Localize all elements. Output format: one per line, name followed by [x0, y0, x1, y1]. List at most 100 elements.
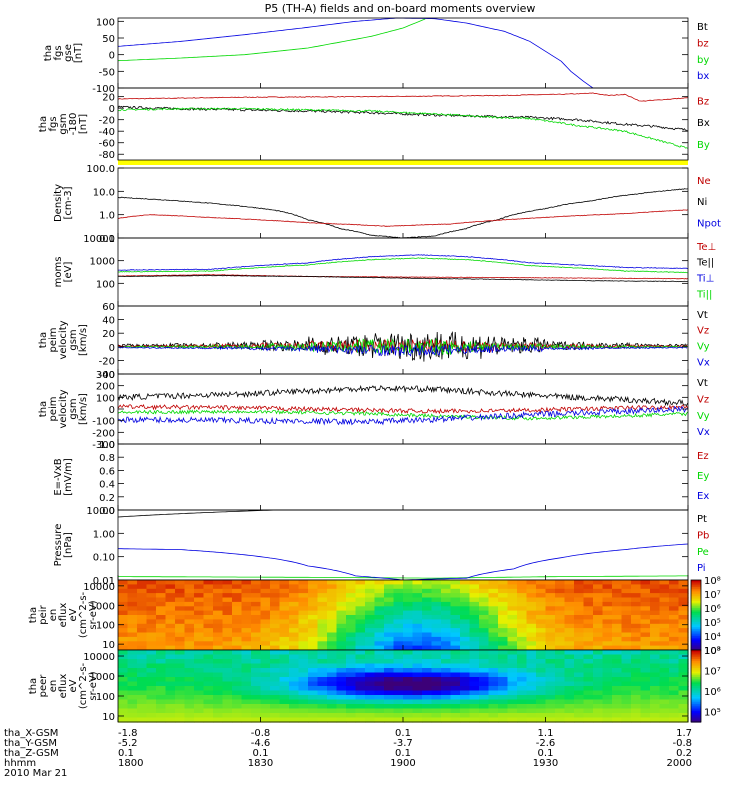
heatmap-cell: [517, 713, 528, 719]
heatmap-cell: [156, 668, 167, 674]
heatmap-cell: [564, 641, 575, 647]
heatmap-cell: [488, 632, 499, 638]
heatmap-cell: [450, 628, 461, 634]
heatmap-cell: [327, 584, 338, 590]
heatmap-cell: [298, 641, 309, 647]
x-row-value: 0.1: [395, 748, 411, 759]
legend-Vy: Vy: [697, 342, 710, 353]
colorbar-segment: [691, 634, 701, 637]
heatmap-cell: [203, 615, 214, 620]
heatmap-cell: [327, 632, 338, 638]
legend-Vt: Vt: [697, 310, 708, 321]
heatmap-cell: [621, 677, 632, 683]
heatmap-cell: [194, 672, 205, 678]
heatmap-cell: [279, 668, 290, 674]
heatmap-cell: [593, 588, 604, 594]
heatmap-cell: [574, 659, 585, 665]
colorbar-segment: [691, 695, 701, 698]
heatmap-cell: [156, 601, 167, 607]
heatmap-cell: [469, 699, 480, 705]
heatmap-cell: [536, 628, 547, 634]
heatmap-cell: [203, 619, 214, 625]
heatmap-cell: [251, 699, 262, 705]
heatmap-cell: [251, 659, 262, 665]
heatmap-cell: [251, 632, 262, 638]
heatmap-cell: [621, 628, 632, 634]
heatmap-cell: [545, 628, 556, 634]
heatmap-cell: [526, 704, 537, 710]
heatmap-cell: [583, 628, 594, 634]
heatmap-cell: [146, 588, 157, 594]
heatmap-cell: [669, 663, 680, 669]
heatmap-cell: [137, 672, 148, 678]
heatmap-cell: [412, 619, 423, 625]
heatmap-cell: [631, 645, 642, 651]
heatmap-cell: [118, 686, 129, 692]
heatmap-cell: [602, 668, 613, 674]
heatmap-cell: [336, 713, 347, 719]
heatmap-cell: [650, 663, 661, 669]
heatmap-cell: [118, 663, 129, 669]
heatmap-cell: [612, 584, 623, 590]
heatmap-cell: [137, 708, 148, 714]
heatmap-cell: [308, 654, 319, 660]
heatmap-cell: [403, 699, 414, 705]
heatmap-cell: [403, 580, 414, 585]
y-tick-label: -40: [99, 370, 115, 381]
heatmap-cell: [308, 584, 319, 590]
heatmap-cell: [251, 713, 262, 719]
heatmap-cell: [602, 677, 613, 683]
heatmap-cell: [479, 641, 490, 647]
heatmap-cell: [327, 641, 338, 647]
heatmap-cell: [450, 690, 461, 696]
heatmap-cell: [346, 588, 357, 594]
heatmap-cell: [621, 636, 632, 642]
heatmap-cell: [317, 690, 328, 696]
heatmap-cell: [545, 663, 556, 669]
heatmap-cell: [175, 615, 186, 620]
heatmap-cell: [393, 632, 404, 638]
heatmap-cell: [156, 659, 167, 665]
heatmap-cell: [574, 593, 585, 599]
heatmap-cell: [298, 677, 309, 683]
heatmap-cell: [384, 668, 395, 674]
heatmap-cell: [612, 668, 623, 674]
heatmap-cell: [488, 584, 499, 590]
heatmap-cell: [631, 619, 642, 625]
heatmap-cell: [612, 708, 623, 714]
heatmap-cell: [593, 593, 604, 599]
heatmap-cell: [650, 593, 661, 599]
heatmap-cell: [346, 659, 357, 665]
y-axis-label: peim: [48, 396, 59, 421]
heatmap-cell: [612, 580, 623, 585]
heatmap-cell: [327, 699, 338, 705]
heatmap-cell: [431, 699, 442, 705]
heatmap-cell: [631, 699, 642, 705]
heatmap-cell: [194, 659, 205, 665]
colorbar-segment: [691, 629, 701, 632]
heatmap-cell: [374, 713, 385, 719]
heatmap-cell: [393, 645, 404, 651]
heatmap-cell: [203, 650, 214, 656]
heatmap-cell: [213, 619, 224, 625]
colorbar-segment: [691, 700, 701, 703]
heatmap-cell: [346, 619, 357, 625]
heatmap-cell: [507, 677, 518, 683]
heatmap-cell: [308, 704, 319, 710]
heatmap-cell: [384, 686, 395, 692]
heatmap-cell: [536, 593, 547, 599]
heatmap-cell: [431, 597, 442, 603]
heatmap-cell: [260, 641, 271, 647]
heatmap-cell: [194, 668, 205, 674]
heatmap-cell: [441, 659, 452, 665]
heatmap-cell: [460, 686, 471, 692]
heatmap-cell: [184, 623, 195, 629]
heatmap-cell: [460, 672, 471, 678]
y-axis-label: en: [48, 680, 59, 693]
heatmap-cell: [232, 610, 243, 616]
heatmap-cell: [355, 636, 366, 642]
heatmap-cell: [270, 672, 281, 678]
heatmap-cell: [621, 632, 632, 638]
heatmap-cell: [327, 580, 338, 585]
heatmap-cell: [412, 677, 423, 683]
